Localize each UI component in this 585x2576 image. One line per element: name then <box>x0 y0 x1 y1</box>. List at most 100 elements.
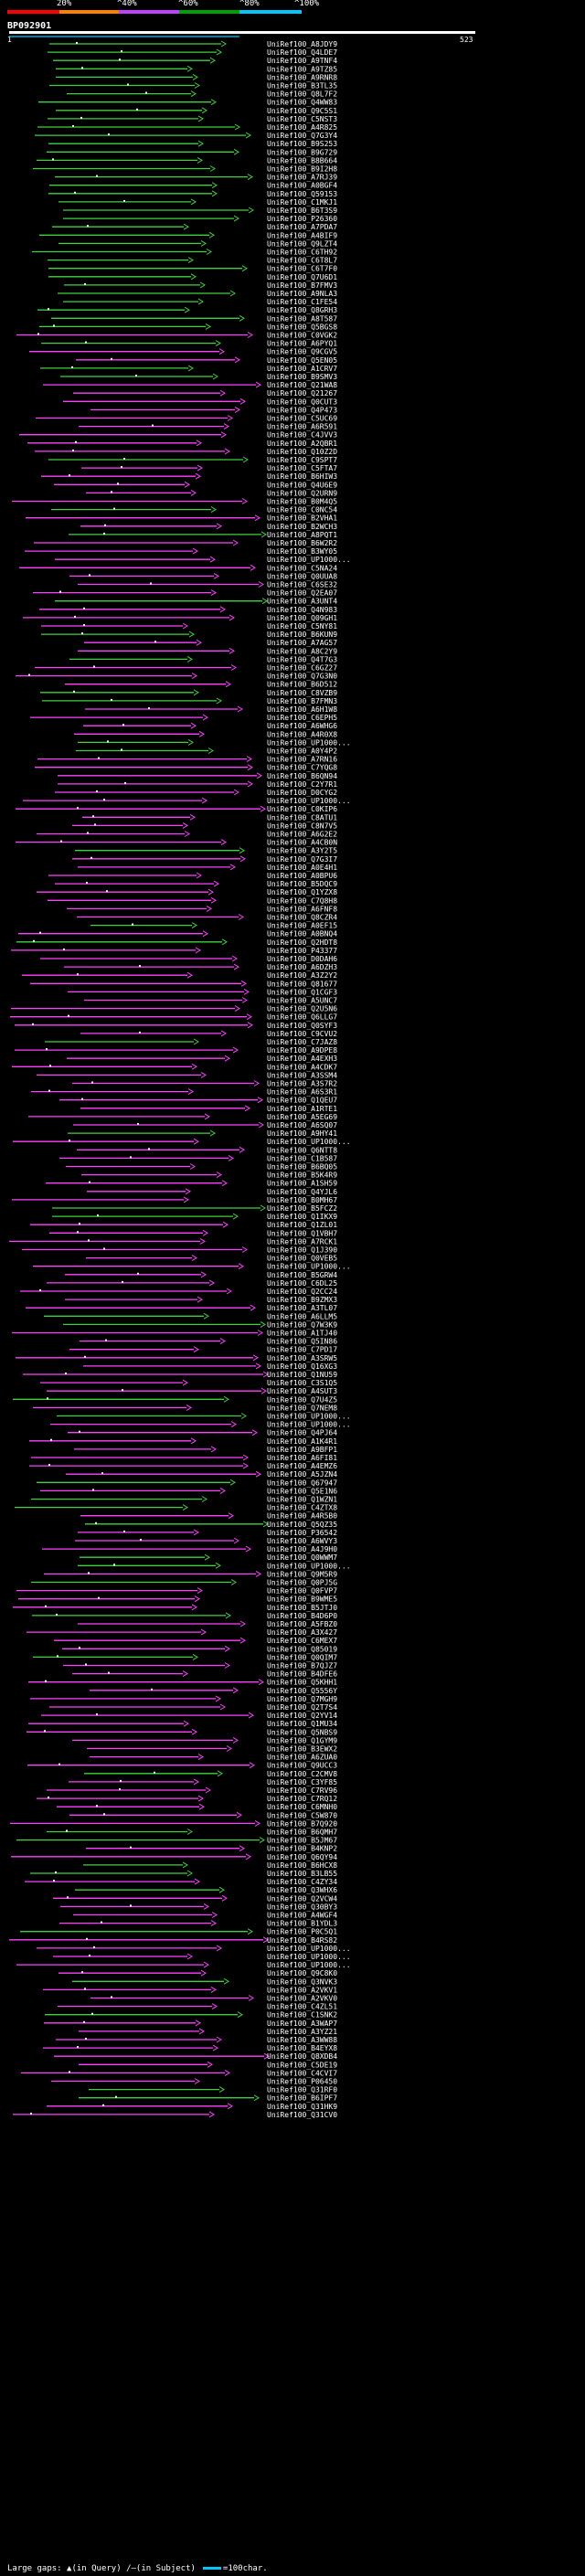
hit-id-link[interactable]: UniRef100_B5JTJ0 <box>267 1604 337 1612</box>
hit-id-link[interactable]: UniRef100_A0BNQ4 <box>267 930 337 938</box>
hit-id-link[interactable]: UniRef100_A9TZ85 <box>267 65 337 73</box>
hit-id-link[interactable]: UniRef100_Q1ZL01 <box>267 1221 337 1229</box>
hit-id-link[interactable]: UniRef100_Q2CC24 <box>267 1288 337 1296</box>
hit-id-link[interactable]: UniRef100_A0EF15 <box>267 922 337 930</box>
hit-id-link[interactable]: UniRef100_Q31HK9 <box>267 2103 337 2111</box>
hit-id-link[interactable]: UniRef100_A6DZH3 <box>267 963 337 971</box>
hit-id-link[interactable]: UniRef100_Q5IN86 <box>267 1338 337 1346</box>
hit-id-link[interactable]: UniRef100_C4ZL51 <box>267 2003 337 2011</box>
hit-id-link[interactable]: UniRef100_C6DL25 <box>267 1279 337 1288</box>
hit-id-link[interactable]: UniRef100_A6FI81 <box>267 1454 337 1462</box>
hit-id-link[interactable]: UniRef100_Q6LLG7 <box>267 1013 337 1022</box>
hit-id-link[interactable]: UniRef100_B4DFE6 <box>267 1670 337 1679</box>
hit-id-link[interactable]: UniRef100_C4ZTX8 <box>267 1504 337 1512</box>
hit-id-link[interactable]: UniRef100_Q7MGH9 <box>267 1695 337 1703</box>
hit-id-link[interactable]: UniRef100_B5JM67 <box>267 1837 337 1845</box>
hit-id-link[interactable]: UniRef100_Q8GRH3 <box>267 306 337 314</box>
hit-id-link[interactable]: UniRef100_Q1IKX9 <box>267 1213 337 1221</box>
hit-id-link[interactable]: UniRef100_C0NC54 <box>267 506 337 514</box>
hit-id-link[interactable]: UniRef100_Q1VBH7 <box>267 1229 337 1237</box>
hit-id-link[interactable]: UniRef100_C7JAZ8 <box>267 1038 337 1046</box>
hit-id-link[interactable]: UniRef100_P43377 <box>267 947 337 955</box>
hit-id-link[interactable]: UniRef100_Q3NVK3 <box>267 1977 337 1986</box>
hit-id-link[interactable]: UniRef100_Q0CUT3 <box>267 398 337 406</box>
hit-id-link[interactable]: UniRef100_P0C5Q1 <box>267 1928 337 1936</box>
hit-id-link[interactable]: UniRef100_A6R591 <box>267 423 337 431</box>
hit-id-link[interactable]: UniRef100_A3X427 <box>267 1628 337 1637</box>
hit-id-link[interactable]: UniRef100_A1TJ40 <box>267 1330 337 1338</box>
hit-id-link[interactable]: UniRef100_A2VKV0 <box>267 1995 337 2003</box>
hit-id-link[interactable]: UniRef100_C4CVI7 <box>267 2069 337 2077</box>
hit-id-link[interactable]: UniRef100_Q1MU34 <box>267 1720 337 1728</box>
hit-id-link[interactable]: UniRef100_B6KUN9 <box>267 631 337 639</box>
hit-id-link[interactable]: UniRef100_C6TH92 <box>267 249 337 257</box>
hit-id-link[interactable]: UniRef100_A4WGF4 <box>267 1912 337 1920</box>
hit-id-link[interactable]: UniRef100_UP1000... <box>267 1138 351 1146</box>
hit-id-link[interactable]: UniRef100_Q2YV14 <box>267 1712 337 1720</box>
hit-id-link[interactable]: UniRef100_P36542 <box>267 1529 337 1537</box>
hit-id-link[interactable]: UniRef100_A0BPU6 <box>267 872 337 880</box>
hit-id-link[interactable]: UniRef100_A0BGF4 <box>267 182 337 190</box>
hit-id-link[interactable]: UniRef100_Q7G3I7 <box>267 855 337 864</box>
hit-id-link[interactable]: UniRef100_Q2VCW4 <box>267 1894 337 1903</box>
hit-id-link[interactable]: UniRef100_B5DQC9 <box>267 880 337 888</box>
hit-id-link[interactable]: UniRef100_Q1GYM9 <box>267 1736 337 1744</box>
hit-id-link[interactable]: UniRef100_C3YF85 <box>267 1778 337 1786</box>
hit-id-link[interactable]: UniRef100_Q9C5S1 <box>267 107 337 115</box>
hit-id-link[interactable]: UniRef100_P26360 <box>267 215 337 223</box>
hit-id-link[interactable]: UniRef100_A0Y4P2 <box>267 747 337 756</box>
hit-id-link[interactable]: UniRef100_Q0WWM7 <box>267 1553 337 1562</box>
hit-id-link[interactable]: UniRef100_B6IPF7 <box>267 2094 337 2103</box>
hit-id-link[interactable]: UniRef100_B7QJZ7 <box>267 1662 337 1670</box>
hit-id-link[interactable]: UniRef100_Q2U5N6 <box>267 1005 337 1013</box>
hit-id-link[interactable]: UniRef100_Q9C8K0 <box>267 1969 337 1977</box>
hit-id-link[interactable]: UniRef100_B6HCX8 <box>267 1861 337 1870</box>
hit-id-link[interactable]: UniRef100_A6H1W8 <box>267 705 337 714</box>
hit-id-link[interactable]: UniRef100_A1SH59 <box>267 1180 337 1188</box>
hit-id-link[interactable]: UniRef100_C2Y7R1 <box>267 780 337 789</box>
hit-id-link[interactable]: UniRef100_A4R825 <box>267 123 337 132</box>
hit-id-link[interactable]: UniRef100_UP1000... <box>267 1562 351 1570</box>
hit-id-link[interactable]: UniRef100_Q6NTT8 <box>267 1146 337 1154</box>
hit-id-link[interactable]: UniRef100_Q5556Y <box>267 1687 337 1695</box>
hit-id-link[interactable]: UniRef100_Q16XG3 <box>267 1362 337 1371</box>
hit-id-link[interactable]: UniRef100_Q1CGF3 <box>267 988 337 996</box>
hit-id-link[interactable]: UniRef100_Q9UCC3 <box>267 1762 337 1770</box>
hit-id-link[interactable]: UniRef100_B6HIW3 <box>267 472 337 481</box>
hit-id-link[interactable]: UniRef100_Q5QZ35 <box>267 1521 337 1529</box>
hit-id-link[interactable]: UniRef100_A3WW88 <box>267 2036 337 2044</box>
hit-id-link[interactable]: UniRef100_A4R5B0 <box>267 1512 337 1521</box>
hit-id-link[interactable]: UniRef100_Q9LZT4 <box>267 239 337 248</box>
hit-id-link[interactable]: UniRef100_A3Y2T5 <box>267 847 337 855</box>
hit-id-link[interactable]: UniRef100_C1SNK2 <box>267 2011 337 2019</box>
hit-id-link[interactable]: UniRef100_Q7G3N0 <box>267 673 337 681</box>
hit-id-link[interactable]: UniRef100_Q1YZX8 <box>267 888 337 896</box>
hit-id-link[interactable]: UniRef100_A6PYQ1 <box>267 340 337 348</box>
hit-id-link[interactable]: UniRef100_Q9M5R9 <box>267 1570 337 1578</box>
hit-id-link[interactable]: UniRef100_Q8L7F2 <box>267 90 337 99</box>
hit-id-link[interactable]: UniRef100_Q3WHX6 <box>267 1886 337 1894</box>
hit-id-link[interactable]: UniRef100_C6GZ27 <box>267 664 337 673</box>
hit-id-link[interactable]: UniRef100_C9SPT7 <box>267 456 337 464</box>
hit-id-link[interactable]: UniRef100_Q6QY94 <box>267 1853 337 1861</box>
hit-id-link[interactable]: UniRef100_A7RCK1 <box>267 1237 337 1246</box>
hit-id-link[interactable]: UniRef100_Q2T7S4 <box>267 1703 337 1712</box>
hit-id-link[interactable]: UniRef100_Q2HDT8 <box>267 938 337 947</box>
hit-id-link[interactable]: UniRef100_B2WCH3 <box>267 523 337 531</box>
hit-id-link[interactable]: UniRef100_Q21267 <box>267 389 337 398</box>
hit-id-link[interactable]: UniRef100_A3SRW5 <box>267 1354 337 1362</box>
hit-id-link[interactable]: UniRef100_A8PQT1 <box>267 531 337 539</box>
hit-id-link[interactable]: UniRef100_Q5NBS9 <box>267 1728 337 1736</box>
hit-id-link[interactable]: UniRef100_C5FTA7 <box>267 464 337 472</box>
hit-id-link[interactable]: UniRef100_B6W2R2 <box>267 539 337 547</box>
hit-id-link[interactable]: UniRef100_Q10Z2D <box>267 448 337 456</box>
hit-id-link[interactable]: UniRef100_UP1000... <box>267 556 351 564</box>
hit-id-link[interactable]: UniRef100_A4EXH3 <box>267 1055 337 1063</box>
hit-id-link[interactable]: UniRef100_UP1000... <box>267 1961 351 1969</box>
hit-id-link[interactable]: UniRef100_A9BFP1 <box>267 1446 337 1454</box>
hit-id-link[interactable]: UniRef100_C5W870 <box>267 1811 337 1819</box>
hit-id-link[interactable]: UniRef100_P06450 <box>267 2078 337 2086</box>
hit-id-link[interactable]: UniRef100_C7PD17 <box>267 1346 337 1354</box>
hit-id-link[interactable]: UniRef100_A4BIF9 <box>267 231 337 239</box>
hit-id-link[interactable]: UniRef100_C5NA24 <box>267 564 337 572</box>
